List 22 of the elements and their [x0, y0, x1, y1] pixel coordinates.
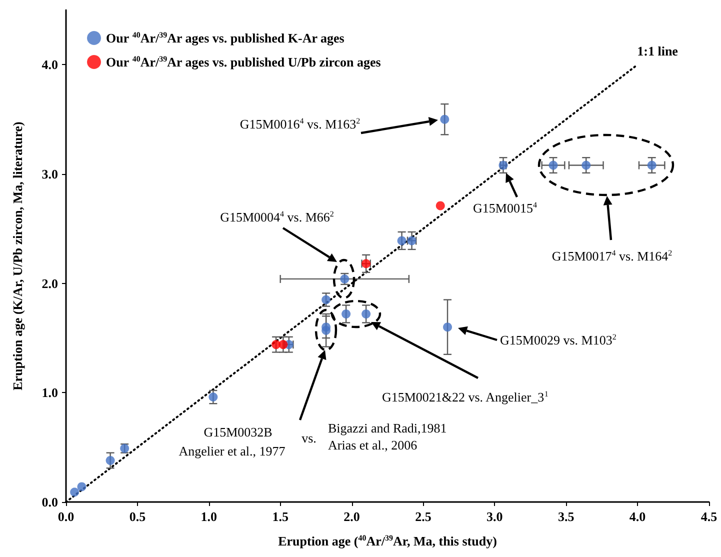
x-tick-label: 3.0 [486, 509, 503, 524]
x-tick-label: 4.5 [700, 509, 718, 524]
x-tick-label: 3.5 [558, 509, 575, 524]
annotation: Bigazzi and Radi,1981 [328, 420, 447, 436]
y-tick-label: 1.0 [42, 385, 58, 400]
series-label: 1:1 line [637, 44, 678, 59]
annotation: Angelier et al., 1977 [178, 444, 286, 458]
y-tick-label: 0.0 [42, 494, 58, 510]
x-tick-label: 1.0 [200, 509, 218, 524]
y-axis-title: Eruption age (K/Ar, U/Pb zircon, Ma, literature) [10, 122, 25, 390]
x-tick-label: 0.0 [58, 509, 74, 524]
x-tick-label: 0.5 [129, 509, 146, 524]
annotation: G15M0032B [204, 424, 273, 440]
x-tick-label: 2.5 [415, 509, 432, 524]
x-tick-label: 1.5 [272, 509, 289, 524]
annotation: Arias et al., 2006 [328, 438, 418, 452]
y-tick-label: 4.0 [42, 57, 58, 72]
y-tick-label: 3.0 [42, 166, 58, 182]
annotation: vs. [302, 430, 316, 446]
x-tick-label: 2.0 [344, 509, 360, 524]
y-tick-label: 2.0 [42, 276, 58, 291]
x-tick-label: 4.0 [629, 509, 646, 524]
